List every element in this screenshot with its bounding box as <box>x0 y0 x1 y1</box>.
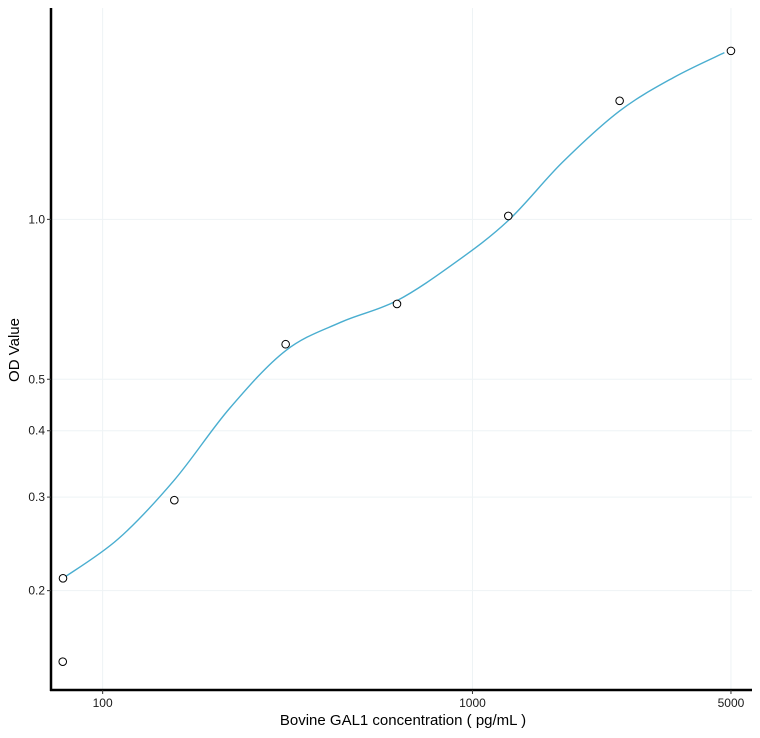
y-tick-label: 0.2 <box>28 584 45 598</box>
data-point <box>615 96 624 106</box>
axes <box>49 8 752 692</box>
ticks: 100 1000 5000 0.2 0.3 0.4 0.5 1.0 <box>28 212 744 710</box>
y-tick-label: 0.4 <box>28 424 45 438</box>
data-point <box>726 46 736 56</box>
y-axis-title: OD Value <box>6 318 23 382</box>
data-point <box>58 657 68 666</box>
data-points <box>58 46 736 666</box>
x-tick-label: 5000 <box>718 696 745 710</box>
x-tick-label: 100 <box>93 696 113 710</box>
data-point <box>170 495 179 505</box>
grid <box>51 8 752 690</box>
data-point <box>504 211 513 221</box>
fit-curve-layer <box>62 52 725 579</box>
x-axis-title: Bovine GAL1 concentration ( pg/mL ) <box>280 712 526 729</box>
y-tick-label: 1.0 <box>28 212 45 226</box>
fit-curve-line <box>62 52 725 579</box>
y-tick-label: 0.3 <box>28 490 45 504</box>
y-tick-label: 0.5 <box>28 372 45 386</box>
data-point <box>281 339 290 349</box>
x-tick-label: 1000 <box>459 696 486 710</box>
data-point <box>392 299 402 309</box>
data-point <box>58 573 68 583</box>
